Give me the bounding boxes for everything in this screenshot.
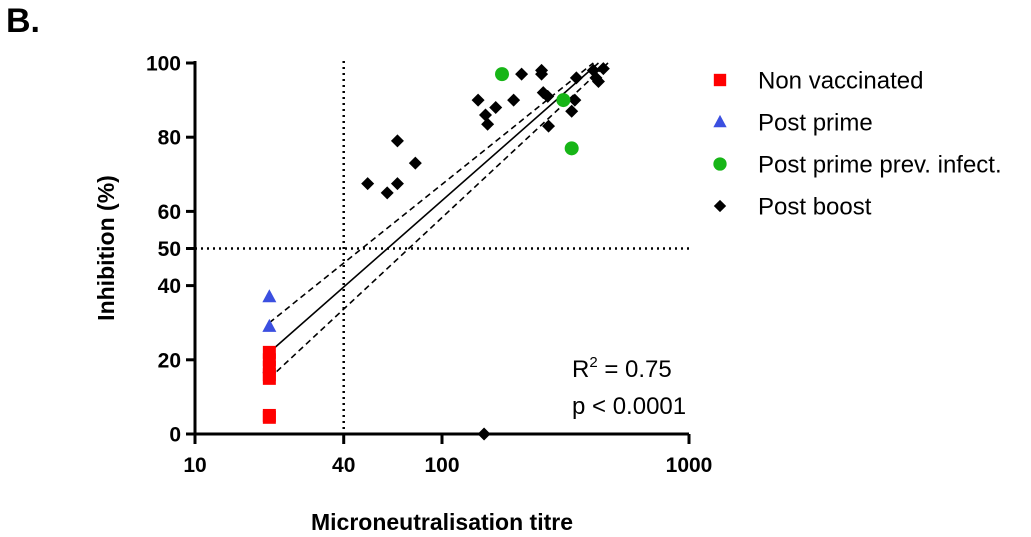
post-prime-point [262, 318, 277, 332]
regression-line [268, 62, 599, 353]
post-boost-point [568, 93, 582, 107]
fit-line [268, 62, 599, 353]
post-boost-point [596, 62, 610, 76]
non-vaccinated-point [262, 371, 276, 385]
r-squared-superscript: 2 [589, 354, 597, 371]
post-boost-point [481, 117, 495, 131]
post-boost-point [408, 156, 422, 170]
non-vaccinated-point [262, 410, 276, 424]
post-prime-prev-infect-point [564, 141, 579, 156]
confidence-band [268, 62, 609, 379]
axes: 0 20 40 50 60 80 100 10 40 100 1000 [146, 53, 712, 478]
legend-label-post-prime: Post prime [758, 110, 873, 137]
post-boost-point [478, 108, 492, 122]
y-tick-label: 40 [158, 275, 181, 298]
post-boost-point [361, 177, 375, 191]
r-squared-value: = 0.75 [598, 356, 672, 383]
legend-label-post-prime-prev-infect: Post prime prev. infect. [758, 152, 1002, 179]
post-prime-prev-infect-point [495, 67, 510, 82]
post-boost-point [390, 134, 404, 148]
post-boost-point [390, 177, 404, 191]
x-tick-label: 40 [332, 454, 355, 477]
data-points [262, 62, 610, 441]
post-prime-prev-infect-point [556, 93, 571, 108]
post-boost-point [477, 427, 491, 441]
y-tick-label: 50 [158, 238, 181, 261]
y-tick-label: 80 [158, 127, 181, 150]
post-boost-point [515, 67, 529, 81]
post-boost-point [507, 93, 521, 107]
y-tick-label: 60 [158, 201, 181, 224]
legend-label-non-vaccinated: Non vaccinated [758, 68, 923, 95]
reference-lines [195, 61, 689, 434]
legend-label-post-boost: Post boost [758, 194, 872, 221]
x-tick-label: 100 [424, 454, 459, 477]
post-prime-point [262, 289, 277, 303]
legend-marker-post-prime [713, 114, 727, 128]
post-boost-point [569, 71, 583, 85]
legend: Non vaccinated Post prime Post prime prev.… [713, 68, 1002, 221]
p-value-annotation: p < 0.0001 [572, 393, 686, 420]
post-boost-point [541, 89, 555, 103]
legend-marker-non-vaccinated [713, 73, 727, 87]
post-boost-point [471, 93, 485, 107]
x-axis-title: Microneutralisation titre [311, 509, 573, 535]
post-boost-point [380, 186, 394, 200]
y-tick-label: 100 [146, 53, 181, 76]
x-tick-label: 1000 [666, 454, 713, 477]
panel-label: B. [6, 2, 40, 40]
ci-upper-line [268, 62, 594, 324]
r-squared-prefix: R [572, 356, 589, 383]
post-boost-point [542, 119, 556, 133]
legend-marker-post-prime-prev-infect [713, 157, 727, 171]
post-boost-point [565, 104, 579, 118]
y-tick-label: 0 [169, 424, 181, 447]
x-tick-label: 10 [183, 454, 206, 477]
y-axis-title: Inhibition (%) [93, 175, 119, 321]
post-boost-point [591, 75, 605, 89]
ci-lower-line [268, 62, 609, 379]
post-boost-point [535, 67, 549, 81]
y-tick-label: 20 [158, 349, 181, 372]
r-squared-annotation: R2 = 0.75 [572, 354, 672, 383]
legend-marker-post-boost [713, 199, 727, 213]
post-boost-point [489, 101, 503, 115]
